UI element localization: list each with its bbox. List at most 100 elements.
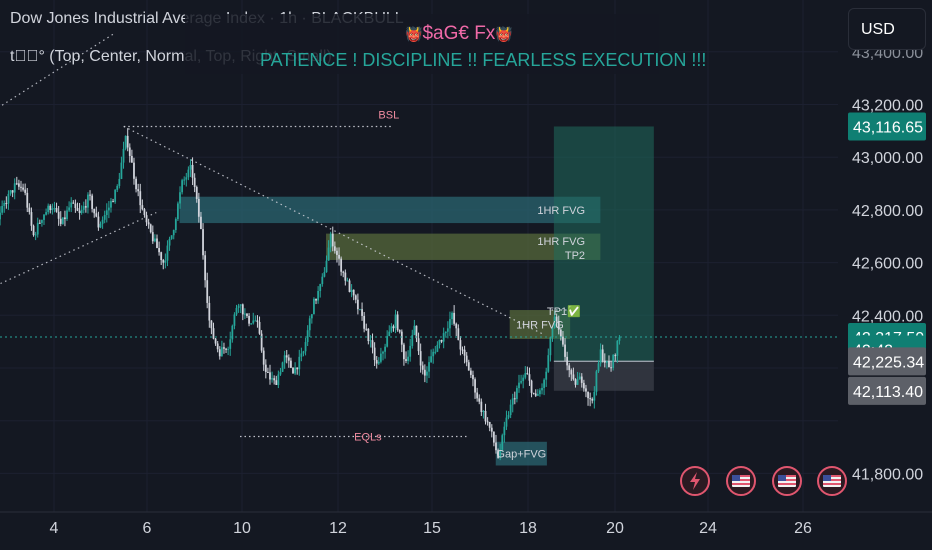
candle-body: [13, 183, 16, 193]
candle-body: [599, 349, 602, 364]
candle-body: [59, 218, 62, 224]
candle-body: [223, 347, 225, 349]
time-tick-label: 12: [329, 520, 347, 537]
candle-body: [461, 349, 464, 351]
flag-canton: [778, 475, 786, 481]
candle-body: [564, 344, 566, 357]
candle-body: [120, 162, 123, 179]
candle-body: [610, 367, 612, 369]
candle-body: [480, 401, 483, 413]
candle-body: [195, 186, 198, 199]
flag-canton: [823, 475, 831, 481]
candle-body: [419, 351, 422, 366]
candle-body: [212, 328, 215, 339]
candle-body: [499, 449, 502, 458]
candle-body: [151, 232, 154, 242]
candle-body: [549, 337, 552, 356]
candle-body: [559, 329, 562, 337]
candle-body: [254, 320, 257, 322]
candle-body: [237, 305, 240, 308]
candle-body: [229, 339, 232, 349]
candle-body: [518, 382, 520, 389]
candle-body: [580, 376, 583, 383]
fvg-zone: [495, 441, 547, 466]
currency-button[interactable]: USD: [848, 8, 926, 50]
candle-body: [539, 390, 541, 395]
price-scale-badge: [848, 112, 926, 141]
candle-body: [373, 347, 376, 361]
candle-body: [392, 326, 395, 329]
candle-body: [451, 312, 453, 320]
candle-body: [135, 178, 137, 190]
candle-body: [361, 309, 363, 316]
candle-body: [463, 349, 466, 356]
candle-body: [187, 169, 190, 178]
candle-body: [246, 313, 248, 316]
candle-body: [220, 347, 223, 357]
candle-body: [310, 314, 313, 319]
channel-line: [0, 32, 115, 108]
flag-stripe: [778, 475, 796, 477]
candle-body: [574, 379, 577, 385]
candle-body: [5, 203, 8, 205]
candle-body: [585, 388, 587, 392]
price-tick-label: 42,400.00: [852, 308, 923, 325]
candle-body: [591, 398, 594, 401]
candle-body: [333, 246, 336, 251]
candle-body: [38, 222, 41, 224]
candle-body: [47, 205, 50, 213]
candle-body: [317, 290, 320, 301]
candle-body: [557, 321, 560, 330]
candle-body: [388, 331, 391, 337]
candle-body: [294, 367, 297, 374]
candle-body: [570, 370, 573, 375]
candle-body: [507, 415, 510, 418]
candle-body: [513, 398, 516, 400]
candle-body: [51, 208, 54, 210]
candle-body: [522, 377, 525, 382]
candle-body: [541, 387, 543, 391]
candle-body: [323, 272, 326, 277]
candle-body: [36, 222, 39, 235]
candle-body: [616, 340, 619, 356]
candle-body: [551, 327, 554, 338]
candle-body: [593, 391, 596, 401]
candle-body: [189, 164, 192, 170]
candle-body: [116, 185, 119, 190]
candle-body: [110, 201, 112, 208]
tp1-label: TP1✅: [547, 305, 581, 318]
candle-body: [99, 223, 102, 228]
price-scale-badge: [848, 376, 926, 405]
candle-body: [200, 216, 202, 230]
candle-body: [325, 260, 328, 273]
candle-body: [490, 427, 493, 432]
candle-body: [449, 319, 451, 329]
time-tick-label: 24: [699, 520, 717, 537]
candle-body: [271, 378, 273, 380]
candle-body: [348, 280, 351, 292]
candle-body: [403, 344, 405, 360]
candle-body: [55, 208, 58, 212]
target-zone: [553, 126, 654, 362]
crown-icon-right: 👹: [495, 26, 513, 42]
candle-body: [24, 189, 27, 193]
candle-body: [398, 330, 401, 332]
candle-body: [145, 215, 148, 223]
price-scale-label: 42,113.40: [853, 384, 923, 401]
candle-body: [562, 336, 564, 345]
candle-body: [589, 398, 592, 400]
candle-body: [126, 135, 129, 148]
candle-body: [612, 355, 615, 368]
candle-body: [260, 333, 263, 351]
candle-body: [338, 254, 340, 259]
candle-body: [350, 289, 353, 292]
candle-body: [269, 372, 271, 380]
candle-body: [484, 410, 487, 422]
candle-body: [553, 316, 556, 328]
candle-body: [210, 320, 213, 329]
fvg-zone: [179, 196, 601, 224]
eqls-label: EQLs: [354, 432, 382, 444]
candle-body: [93, 208, 96, 214]
